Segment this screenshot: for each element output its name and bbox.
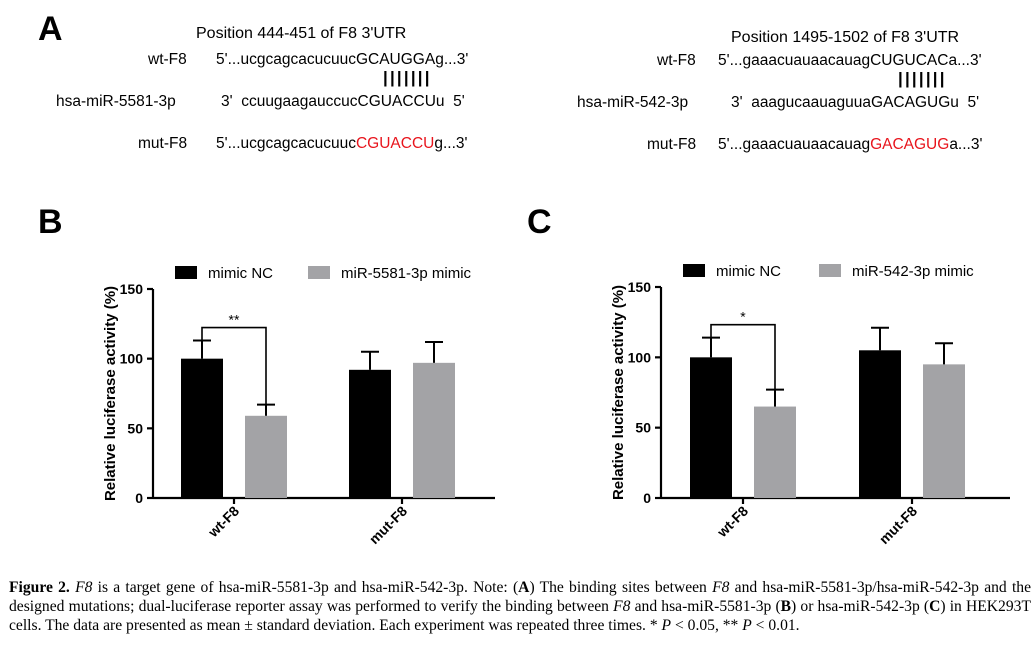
left-position-title: Position 444-451 of F8 3'UTR bbox=[196, 25, 407, 42]
left-mir-seq-site: CGUACCU bbox=[357, 93, 436, 110]
y-tick-label: 50 bbox=[127, 420, 143, 436]
left-mut-label: mut-F8 bbox=[138, 135, 188, 152]
y-tick-label: 150 bbox=[120, 281, 144, 297]
caption-text-6: ) in HEK293T cells. The data are present… bbox=[9, 598, 1031, 634]
left-pairing-lines: ||||||| bbox=[383, 68, 432, 87]
bar-mimic bbox=[754, 406, 796, 498]
right-mut-seq-site: GACAGUG bbox=[870, 136, 950, 153]
caption-b: B bbox=[780, 598, 792, 615]
left-mir-seq-end: u 5' bbox=[435, 93, 465, 110]
x-category-label: wt-F8 bbox=[204, 503, 242, 541]
significance-marker: * bbox=[740, 309, 746, 325]
left-wt-sequence: 5'...ucgcagcacucuucGCAUGGAg...3' bbox=[216, 52, 468, 68]
bar-mimic-nc bbox=[349, 369, 391, 498]
right-position-title: Position 1495-1502 of F8 3'UTR bbox=[731, 29, 960, 46]
legend-swatch-mimic bbox=[819, 264, 841, 277]
left-mut-seq-plain: 5'...ucgcagcacucuuc bbox=[216, 135, 356, 152]
panel-a-letter: A bbox=[38, 10, 63, 48]
left-mir-sequence: 3' ccuugaagauccucCGUACCUu 5' bbox=[221, 94, 465, 110]
y-tick-label: 50 bbox=[635, 420, 651, 436]
caption-gene-3: F8 bbox=[613, 598, 631, 615]
right-mir-seq-end: u 5' bbox=[950, 94, 980, 111]
caption-c: C bbox=[929, 598, 941, 615]
legend-swatch-mimic-nc bbox=[175, 266, 197, 279]
caption-figure-label: Figure 2. bbox=[9, 579, 70, 596]
significance-bracket bbox=[710, 323, 776, 396]
caption-text-5: ) or hsa-miR-542-3p ( bbox=[791, 598, 930, 615]
panel-c-letter: C bbox=[527, 203, 552, 241]
y-tick-label: 100 bbox=[628, 349, 652, 365]
x-category-label: mut-F8 bbox=[366, 503, 410, 547]
left-mir-seq-start: 3' ccuugaagauccuc bbox=[221, 93, 358, 110]
caption-p-2: P bbox=[742, 617, 752, 634]
x-category-label: mut-F8 bbox=[876, 503, 920, 547]
y-tick-label: 0 bbox=[135, 490, 143, 506]
right-mut-seq-plain: 5'...gaaacuauaacauag bbox=[718, 136, 871, 153]
x-category-label: wt-F8 bbox=[713, 503, 751, 541]
caption-text-8: < 0.01. bbox=[751, 617, 800, 634]
right-wt-sequence: 5'...gaaacuauaacauagCUGUCACa...3' bbox=[718, 53, 982, 69]
legend-label-mimic-nc: mimic NC bbox=[716, 263, 781, 280]
caption-a: A bbox=[518, 579, 530, 596]
legend-label-mimic: miR-542-3p mimic bbox=[852, 263, 974, 280]
caption-gene-2: F8 bbox=[712, 579, 730, 596]
right-mut-sequence: 5'...gaaacuauaacauagGACAGUGa...3' bbox=[718, 137, 982, 153]
left-wt-seq-end: g...3' bbox=[435, 51, 469, 68]
right-mut-label: mut-F8 bbox=[647, 136, 697, 153]
legend-swatch-mimic bbox=[308, 266, 330, 279]
right-wt-seq-site: CUGUCAC bbox=[870, 52, 949, 69]
caption-text-3: and hsa-miR-5581-3p/hsa-miR-542-3p and t… bbox=[9, 579, 1031, 615]
bar-mimic bbox=[413, 362, 455, 498]
bar-mimic bbox=[245, 415, 287, 498]
figure-caption: Figure 2. F8 is a target gene of hsa-miR… bbox=[9, 578, 1031, 635]
bar-mimic-nc bbox=[690, 357, 732, 498]
caption-text-7: < 0.05, ** bbox=[671, 617, 743, 634]
legend-swatch-mimic-nc bbox=[683, 264, 705, 277]
legend-label-mimic: miR-5581-3p mimic bbox=[341, 265, 472, 282]
right-wt-seq-end: a...3' bbox=[948, 52, 982, 69]
right-mir-sequence: 3' aaagucaauaguuaGACAGUGu 5' bbox=[731, 95, 979, 111]
right-mir-label: hsa-miR-542-3p bbox=[577, 94, 689, 111]
left-mir-label: hsa-miR-5581-3p bbox=[56, 93, 176, 110]
legend-label-mimic-nc: mimic NC bbox=[208, 265, 273, 282]
caption-text-4: and hsa-miR-5581-3p ( bbox=[630, 598, 781, 615]
caption-gene: F8 bbox=[75, 579, 93, 596]
left-wt-seq-plain: 5'...ucgcagcacucuuc bbox=[216, 51, 356, 68]
y-tick-label: 100 bbox=[120, 351, 144, 367]
caption-text-1: is a target gene of hsa-miR-5581-3p and … bbox=[92, 579, 519, 596]
significance-marker: ** bbox=[229, 312, 240, 328]
y-axis-label: Relative luciferase activity (%) bbox=[610, 285, 627, 500]
left-wt-label: wt-F8 bbox=[148, 51, 187, 68]
left-mut-seq-site: CGUACCU bbox=[355, 135, 435, 152]
left-wt-seq-site: GCAUGGA bbox=[355, 51, 436, 68]
right-wt-label: wt-F8 bbox=[657, 52, 696, 69]
panel-b-letter: B bbox=[38, 203, 63, 241]
caption-p-1: P bbox=[661, 617, 672, 634]
bar-mimic bbox=[923, 364, 965, 498]
y-tick-label: 0 bbox=[643, 490, 651, 506]
y-axis-label: Relative luciferase activity (%) bbox=[102, 286, 119, 501]
right-pairing-lines: ||||||| bbox=[898, 69, 947, 88]
y-tick-label: 150 bbox=[628, 279, 652, 295]
right-mir-seq-site: GACAGUG bbox=[871, 94, 951, 111]
right-mut-seq-end: a...3' bbox=[949, 136, 983, 153]
right-mir-seq-start: 3' aaagucaauaguua bbox=[731, 94, 872, 111]
significance-bracket bbox=[201, 326, 267, 411]
right-wt-seq-plain: 5'...gaaacuauaacauag bbox=[718, 52, 871, 69]
caption-text-2: ) The binding sites between bbox=[529, 579, 713, 596]
bar-mimic-nc bbox=[181, 358, 223, 498]
left-mut-sequence: 5'...ucgcagcacucuucCGUACCUg...3' bbox=[216, 136, 467, 152]
bar-mimic-nc bbox=[859, 350, 901, 498]
left-mut-seq-end: g...3' bbox=[434, 135, 468, 152]
